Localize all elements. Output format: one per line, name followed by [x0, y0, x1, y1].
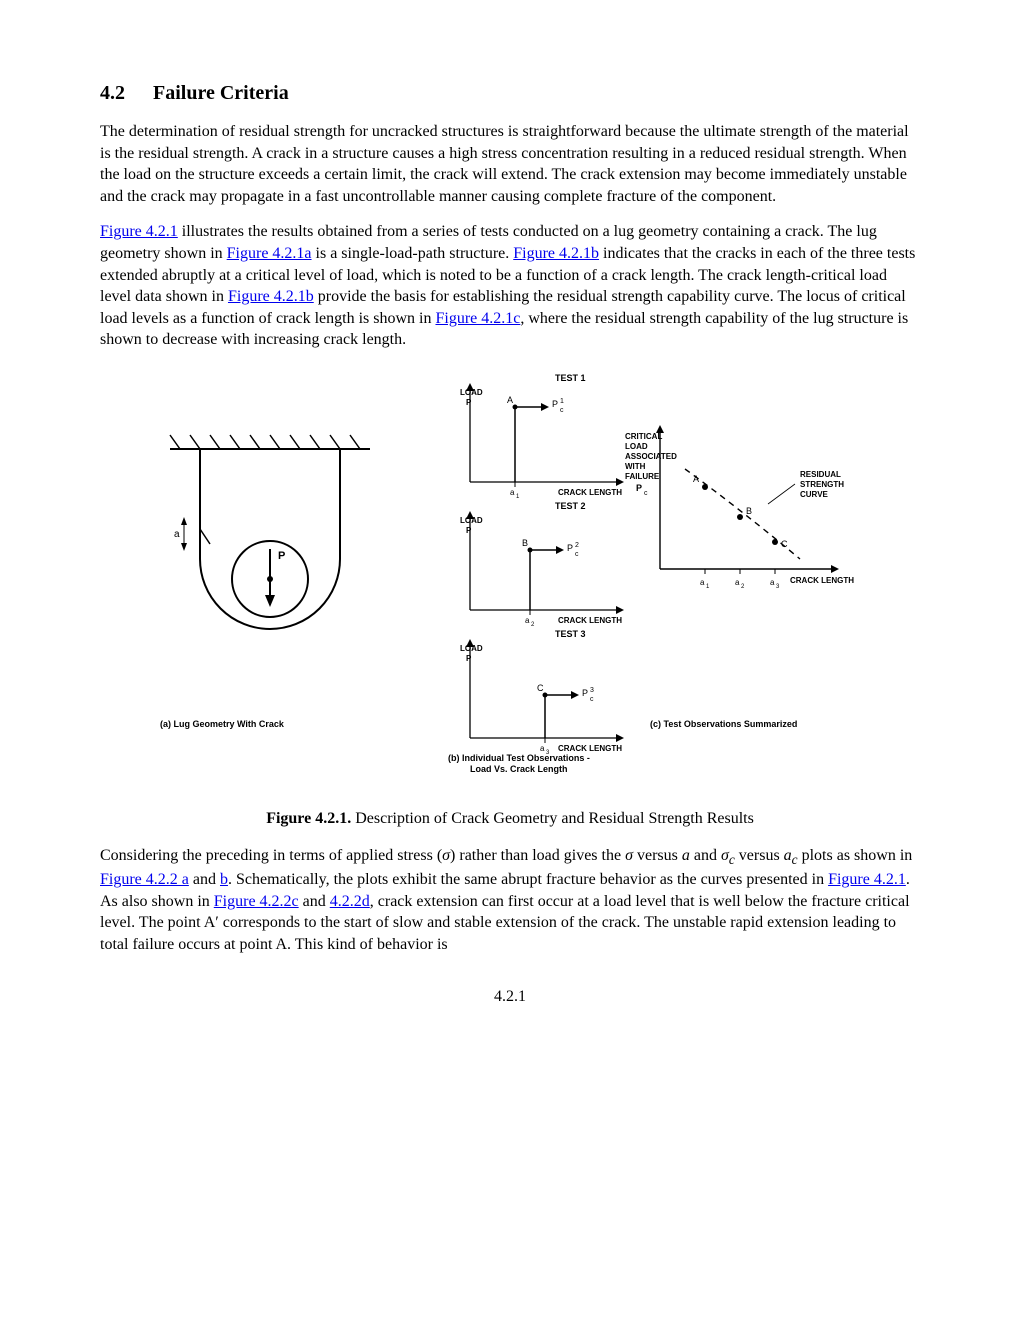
- svg-text:P: P: [567, 543, 573, 553]
- svg-text:TEST 3: TEST 3: [555, 629, 586, 639]
- svg-text:STRENGTH: STRENGTH: [800, 480, 844, 489]
- link-figure-4-2-1a[interactable]: Figure 4.2.1a: [227, 245, 312, 262]
- link-figure-4-2-1b-2[interactable]: Figure 4.2.1b: [228, 288, 314, 305]
- section-title: Failure Criteria: [153, 82, 289, 104]
- svg-text:P: P: [582, 688, 588, 698]
- svg-text:2: 2: [575, 542, 579, 549]
- link-figure-4-2-1b[interactable]: Figure 4.2.1b: [513, 245, 599, 262]
- svg-text:1: 1: [516, 494, 520, 500]
- svg-text:3: 3: [776, 584, 780, 590]
- svg-text:a: a: [770, 578, 775, 587]
- svg-text:CRACK LENGTH: CRACK LENGTH: [558, 616, 622, 625]
- svg-text:CRITICAL: CRITICAL: [625, 432, 662, 441]
- figure-caption-text: Description of Crack Geometry and Residu…: [351, 810, 754, 827]
- svg-text:C: C: [781, 539, 788, 549]
- svg-text:TEST 2: TEST 2: [555, 501, 586, 511]
- svg-text:c: c: [560, 407, 564, 414]
- svg-text:(b) Individual Test Observatio: (b) Individual Test Observations -: [448, 753, 590, 763]
- svg-text:a: a: [735, 578, 740, 587]
- svg-text:CURVE: CURVE: [800, 490, 829, 499]
- svg-text:CRACK LENGTH: CRACK LENGTH: [558, 744, 622, 753]
- svg-text:a: a: [174, 529, 180, 540]
- panel-a: P a (a) Lug Geometry With Crack: [160, 435, 370, 729]
- link-figure-4-2-2c[interactable]: Figure 4.2.2c: [214, 893, 299, 910]
- svg-text:A: A: [693, 474, 699, 484]
- svg-text:P: P: [278, 550, 285, 562]
- svg-text:TEST 1: TEST 1: [555, 373, 586, 383]
- svg-text:B: B: [522, 538, 528, 548]
- link-figure-4-2-2d[interactable]: 4.2.2d: [330, 893, 370, 910]
- link-figure-4-2-1c[interactable]: Figure 4.2.1c: [435, 310, 520, 327]
- svg-text:CRACK LENGTH: CRACK LENGTH: [558, 488, 622, 497]
- svg-text:2: 2: [531, 622, 535, 628]
- svg-text:Load Vs. Crack Length: Load Vs. Crack Length: [470, 764, 568, 774]
- figure-svg: P a (a) Lug Geometry With Crack TEST 1 L…: [150, 369, 870, 789]
- link-figure-4-2-1-again[interactable]: Figure 4.2.1: [828, 871, 906, 888]
- section-number: 4.2: [100, 80, 125, 107]
- svg-text:c: c: [575, 551, 579, 558]
- figure-4-2-1: P a (a) Lug Geometry With Crack TEST 1 L…: [100, 369, 920, 796]
- svg-text:2: 2: [741, 584, 745, 590]
- svg-text:(a) Lug Geometry With Crack: (a) Lug Geometry With Crack: [160, 719, 285, 729]
- svg-text:P: P: [552, 399, 558, 409]
- link-figure-4-2-2b[interactable]: b: [220, 871, 228, 888]
- svg-text:LOAD: LOAD: [625, 442, 648, 451]
- svg-text:a: a: [510, 488, 515, 497]
- svg-text:a: a: [525, 616, 530, 625]
- svg-text:1: 1: [560, 398, 564, 405]
- page-number: 4.2.1: [100, 986, 920, 1008]
- paragraph-1: The determination of residual strength f…: [100, 121, 920, 207]
- link-figure-4-2-1[interactable]: Figure 4.2.1: [100, 223, 178, 240]
- svg-text:C: C: [537, 683, 544, 693]
- paragraph-3: Considering the preceding in terms of ap…: [100, 845, 920, 956]
- svg-text:WITH: WITH: [625, 462, 646, 471]
- svg-text:3: 3: [590, 687, 594, 694]
- panel-b: TEST 1 LOAD P CRACK LENGTH A P1c a1 TEST…: [448, 373, 624, 774]
- figure-caption: Figure 4.2.1. Description of Crack Geome…: [100, 808, 920, 830]
- svg-text:a: a: [700, 578, 705, 587]
- figure-caption-number: Figure 4.2.1.: [266, 810, 351, 827]
- svg-text:a: a: [540, 744, 545, 753]
- svg-text:A: A: [507, 395, 513, 405]
- svg-text:(c) Test Observations Summariz: (c) Test Observations Summarized: [650, 719, 797, 729]
- svg-text:B: B: [746, 506, 752, 516]
- paragraph-2: Figure 4.2.1 illustrates the results obt…: [100, 221, 920, 351]
- section-heading: 4.2 Failure Criteria: [100, 80, 920, 107]
- svg-text:RESIDUAL: RESIDUAL: [800, 470, 841, 479]
- svg-text:c: c: [590, 696, 594, 703]
- svg-text:ASSOCIATED: ASSOCIATED: [625, 452, 677, 461]
- svg-text:FAILURE: FAILURE: [625, 472, 660, 481]
- svg-text:P: P: [466, 654, 472, 663]
- svg-text:P: P: [466, 398, 472, 407]
- panel-c: CRITICAL LOAD ASSOCIATED WITH FAILURE Pc…: [625, 425, 854, 729]
- svg-text:c: c: [644, 490, 648, 497]
- svg-text:1: 1: [706, 584, 710, 590]
- svg-text:P: P: [466, 526, 472, 535]
- link-figure-4-2-2a[interactable]: Figure 4.2.2 a: [100, 871, 189, 888]
- svg-text:P: P: [636, 483, 642, 493]
- svg-text:CRACK LENGTH: CRACK LENGTH: [790, 576, 854, 585]
